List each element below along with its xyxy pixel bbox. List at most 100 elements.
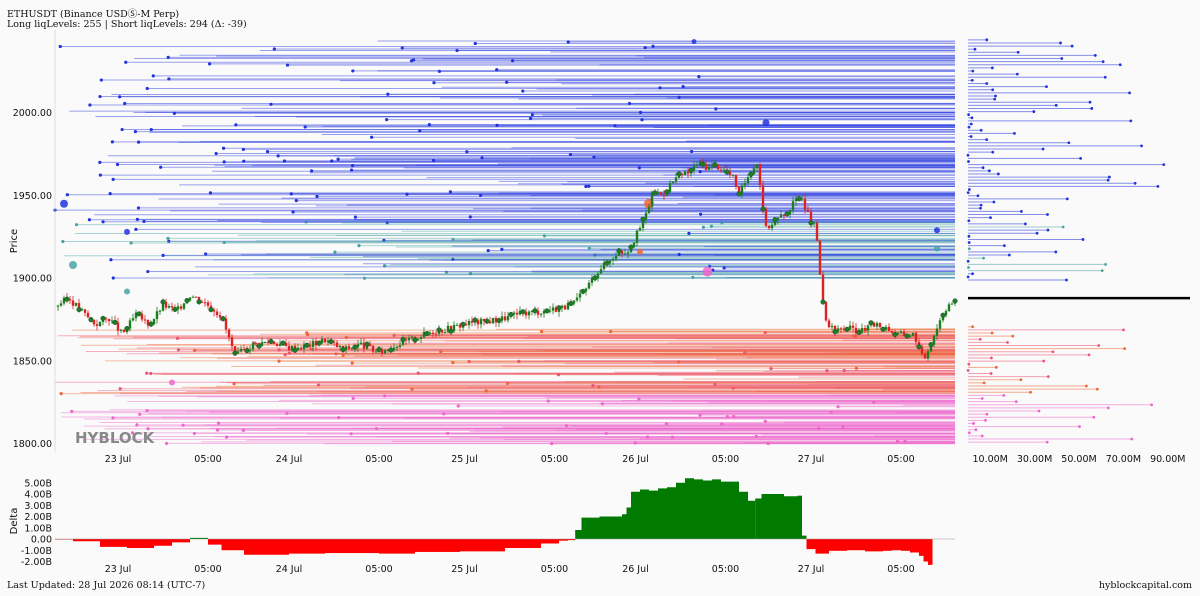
candle-body [860,328,864,333]
liquidation-marker [796,196,802,202]
short-liq-dot [137,140,141,144]
long-liq-dot [817,426,821,430]
candle-body [947,304,951,312]
candle-body [872,322,876,327]
liq-volume-dot [1037,409,1041,413]
delta-bar [694,479,703,539]
delta-bar [928,539,933,565]
liquidation-marker [184,298,190,304]
liq-volume-dot [1128,91,1131,95]
candle-body [950,303,954,305]
site-link[interactable]: hyblockcapital.com [1098,580,1192,591]
candle-body [608,260,612,263]
short-liq-dot [613,124,617,128]
liquidation-marker [328,339,334,345]
candle-body [347,346,351,349]
short-liq-dot [134,227,138,231]
liquidation-marker [784,211,790,217]
candle-body [722,169,726,171]
liq-volume-dot [1081,238,1085,241]
delta-bar [55,539,73,540]
long-liq-dot [277,348,281,352]
long-liq-dot [241,428,245,433]
short-liq-dot [714,107,718,111]
long-liq-dot [766,441,770,446]
liquidation-marker [472,317,478,323]
short-liq-dot [101,220,105,224]
delta-y-tick: 3.00B [24,501,52,512]
short-liq-dot [272,47,276,51]
candle-body [836,328,840,332]
delta-bar [797,495,802,539]
candle-body [494,317,498,323]
long-liq-dot [344,335,348,340]
candle-body [392,347,396,350]
liq-volume-dot [1032,110,1036,113]
short-liq-dot [350,164,355,168]
liq-volume-dot [990,356,993,360]
candle-body [671,181,675,184]
candle-body [236,351,240,354]
short-liq-dot [638,110,643,115]
candle-body [530,310,534,312]
long-liq-dot [225,435,229,439]
short-liq-dot [495,123,499,127]
short-liq-dot [109,258,113,262]
long-liq-dot [383,394,387,398]
candle-body [599,269,603,274]
liquidation-marker [76,307,82,313]
candle-body [458,324,462,328]
long-liq-dot [852,334,856,338]
liq-level-counts: Long liqLevels: 255 | Short liqLevels: 2… [7,19,247,30]
delta-bar [415,539,460,552]
short-liq-dot [677,252,681,257]
short-liq-dot [542,234,547,238]
candle-body [590,277,594,283]
candle-body [428,332,432,334]
candle-body [470,320,474,323]
short-liq-dot [521,89,525,93]
long-liq-dot [836,405,840,409]
candle-body [578,293,582,298]
liquidation-marker [340,347,346,353]
delta-x-tick: 05:00 [712,564,739,575]
short-liq-dot [161,253,165,257]
delta-x-tick: 25 Jul [451,564,478,575]
candle-body [122,329,126,333]
liq-volume-dot [967,247,971,251]
long-liq-dot [664,422,668,426]
liq-cluster-bubble [702,266,713,277]
short-liq-dot [451,257,455,261]
liquidation-marker [856,329,862,335]
short-liq-dot [265,150,270,154]
liquidation-marker [412,337,418,343]
short-liq-dot [473,41,477,46]
candle-body [878,323,882,328]
candle-body [92,319,96,325]
short-liq-dot [510,59,515,63]
delta-bar [244,539,289,555]
histogram-x-tick: 30.00M [1017,454,1052,465]
price-y-tick: 2000.00 [13,108,52,119]
candle-body [362,342,366,349]
long-liq-dot [484,389,488,393]
candle-body [356,344,360,348]
short-liq-dot [465,150,469,154]
short-liq-dot [133,130,138,134]
candle-body [326,340,330,343]
long-liq-dot [416,371,420,375]
delta-bar [626,507,631,539]
candle-body [779,214,783,218]
candle-body [383,350,387,354]
candle-body [926,351,930,359]
liq-volume-dot [1104,262,1107,266]
liq-volume-dot [971,325,974,329]
candle-body [791,201,795,211]
long-liq-dot [145,409,149,413]
short-liq-dot [208,191,213,195]
delta-bar [631,491,640,539]
liq-volume-dot [993,97,997,101]
candle-body [446,325,450,332]
delta-bar [460,539,505,552]
short-liq-dot [98,173,102,177]
